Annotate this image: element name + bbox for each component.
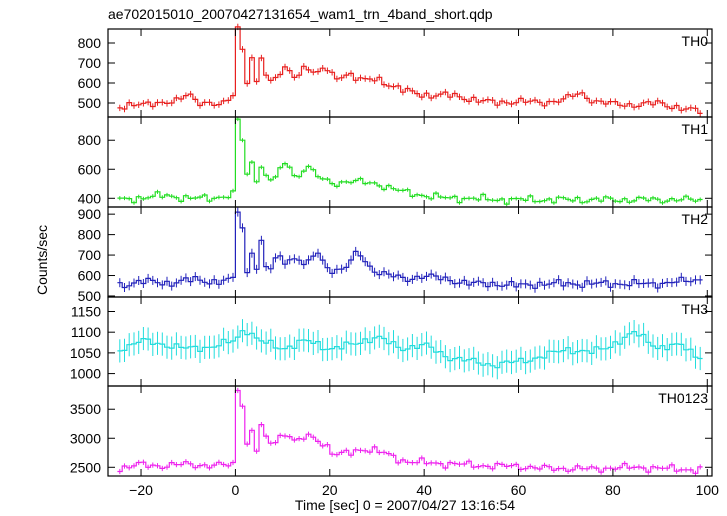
panel-label: TH3 — [682, 301, 709, 317]
x-tick-label: 100 — [696, 482, 720, 498]
y-tick-label: 600 — [78, 161, 102, 177]
panel-frame — [107, 206, 713, 298]
panel-th1: 400 600 800 TH1 — [78, 116, 713, 208]
y-tick-label: 1100 — [71, 324, 101, 340]
x-tick-label: −20 — [129, 482, 153, 498]
panel-th0: 500 600 700 800 TH0 — [78, 23, 713, 118]
y-tick-label: 1050 — [70, 345, 101, 361]
panel-th3: 1000 1050 1100 1150 TH3 — [70, 296, 713, 387]
panel-label: TH2 — [682, 211, 709, 227]
panel-frame — [107, 28, 713, 118]
x-axis: −20 0 20 40 60 80 100 — [129, 482, 719, 498]
panel-label: TH1 — [682, 121, 709, 137]
panel-label: TH0123 — [658, 390, 708, 406]
y-tick-label: 500 — [78, 288, 102, 304]
x-tick-label: 80 — [605, 482, 621, 498]
series-th0123 — [117, 389, 703, 474]
series-th2 — [117, 211, 703, 289]
panel-label: TH0 — [682, 33, 709, 49]
panel-frame — [107, 296, 713, 387]
x-tick-label: 60 — [511, 482, 527, 498]
x-tick-label: 20 — [322, 482, 338, 498]
y-tick-label: 400 — [78, 190, 102, 206]
y-axis-label: Counts/sec — [34, 225, 50, 295]
panel-th0123: 2500 3000 3500 TH0123 — [70, 385, 713, 477]
y-tick-label: 1150 — [71, 303, 101, 319]
panels-group: 500 600 700 800 TH0 400 600 800 TH1 500 600 700 800 9… — [70, 23, 713, 477]
series-th3 — [117, 330, 703, 369]
y-tick-label: 1000 — [70, 366, 101, 382]
y-tick-label: 3000 — [70, 430, 101, 446]
y-tick-label: 2500 — [70, 459, 101, 475]
x-tick-label: 0 — [232, 482, 240, 498]
series-th0 — [117, 26, 703, 114]
y-tick-label: 800 — [78, 227, 102, 243]
chart-title: ae702015010_20070427131654_wam1_trn_4ban… — [108, 6, 493, 22]
y-tick-label: 500 — [78, 95, 102, 111]
x-axis-label: Time [sec] 0 = 2007/04/27 13:16:54 — [295, 497, 515, 513]
panel-th2: 500 600 700 800 900 TH2 — [78, 206, 713, 304]
y-tick-label: 700 — [78, 55, 102, 71]
y-tick-label: 600 — [78, 75, 102, 91]
y-tick-label: 600 — [78, 268, 102, 284]
y-tick-label: 800 — [78, 35, 102, 51]
x-tick-label: 40 — [416, 482, 432, 498]
y-tick-label: 700 — [78, 247, 102, 263]
y-tick-label: 3500 — [70, 401, 101, 417]
y-tick-label: 900 — [78, 206, 102, 222]
panel-frame — [107, 385, 713, 477]
series-th1 — [117, 118, 703, 205]
y-tick-label: 800 — [78, 132, 102, 148]
